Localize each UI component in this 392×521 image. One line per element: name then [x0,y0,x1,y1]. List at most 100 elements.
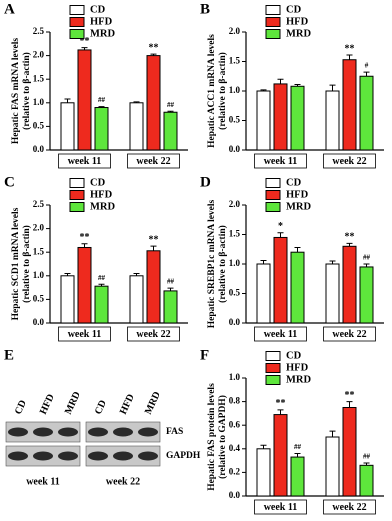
legend-label: CD [286,177,302,188]
x-tick-label: week 22 [332,156,366,167]
legend-swatch [265,29,281,39]
legend-label: MRD [90,201,115,212]
blot-band [58,451,78,461]
y-tick-label: 2.0 [229,199,241,209]
y-axis-label: (relative to β-actin) [21,52,32,130]
bar [60,102,75,151]
x-tick-label: week 11 [264,156,298,167]
significance-label: ## [167,101,175,109]
y-tick-label: 0.0 [229,144,241,154]
y-tick-label: 0.5 [229,115,241,125]
blot-band [33,451,53,461]
error-bar [329,84,336,91]
error-bar [260,259,267,264]
bar [325,263,340,324]
significance-label: ** [80,36,90,47]
lane-label: HFD [118,392,137,416]
significance-label: ** [149,234,159,245]
y-tick-label: 1.5 [33,73,45,83]
error-bar [167,287,174,291]
category-box [323,326,376,342]
y-axis-label: (relative to β-actin) [21,225,32,303]
error-bar [363,263,370,267]
bar [359,75,374,151]
error-bar [64,272,71,276]
significance-label: ** [276,398,286,409]
legend-swatch [69,17,85,27]
legend-swatch [265,5,281,15]
legend-label: CD [286,4,302,15]
y-tick-label: 2.5 [33,26,45,36]
bar [60,275,75,324]
x-tick-label: week 11 [264,502,298,513]
y-tick-label: 1.0 [229,258,241,268]
legend-label: MRD [286,201,311,212]
legend-label: HFD [286,16,309,27]
error-bar [150,53,157,56]
blot-band [113,451,133,461]
blot-band [58,427,78,437]
y-tick-label: 0.5 [229,288,241,298]
y-axis-label: (relative to β-actin) [217,52,228,130]
y-axis-label: Hepatic FAS protein levels [207,383,217,491]
legend-label: HFD [286,362,309,373]
category-box [254,153,307,169]
y-axis-label: Hepatic SCD1 mRNA levels [11,207,21,320]
bar [290,456,305,497]
x-tick-label: week 11 [68,156,102,167]
error-bar [133,272,140,276]
error-bar [260,89,267,91]
bar [146,55,161,151]
significance-label: ## [167,278,175,286]
y-tick-label: 0.0 [33,144,45,154]
legend-swatch [69,5,85,15]
legend-swatch [265,351,281,361]
y-tick-label: 2.0 [33,223,45,233]
blot-band [138,451,158,461]
error-bar [81,47,88,50]
legend-label: HFD [286,189,309,200]
x-tick-label: week 22 [332,502,366,513]
y-tick-label: 1.0 [33,270,45,280]
bar [256,448,271,497]
category-box [58,153,111,169]
legend-label: MRD [286,374,311,385]
legend-swatch [265,363,281,373]
error-bar [98,283,105,287]
error-bar [346,242,353,247]
legend-swatch [69,190,85,200]
error-bar [277,409,284,415]
legend-swatch [69,29,85,39]
bar [77,49,92,151]
bar [77,246,92,324]
blot-band [113,427,133,437]
panel-letter: A [4,1,15,17]
y-tick-label: 1.0 [229,85,241,95]
significance-label: ## [98,96,106,104]
group-label: week 11 [26,476,60,487]
error-bar [150,245,157,251]
legend-label: MRD [90,28,115,39]
y-axis-label: (relative to β-actin) [217,225,228,303]
protein-label: FAS [166,427,183,437]
bar [359,464,374,497]
bar [94,107,109,151]
category-box [127,153,180,169]
bar [273,83,288,151]
legend-label: HFD [90,16,113,27]
error-bar [363,462,370,466]
panel-letter: D [200,174,211,190]
lane-label: CD [93,398,109,416]
lane-label: HFD [38,392,57,416]
y-tick-label: 1.0 [229,372,241,382]
category-box [127,326,180,342]
bar [273,236,288,324]
bar [342,407,357,497]
y-tick-label: 1.5 [229,56,241,66]
blot-band [8,427,28,437]
error-bar [81,243,88,248]
significance-label: ## [98,274,106,282]
bar [273,414,288,497]
y-tick-label: 0.2 [229,466,241,476]
